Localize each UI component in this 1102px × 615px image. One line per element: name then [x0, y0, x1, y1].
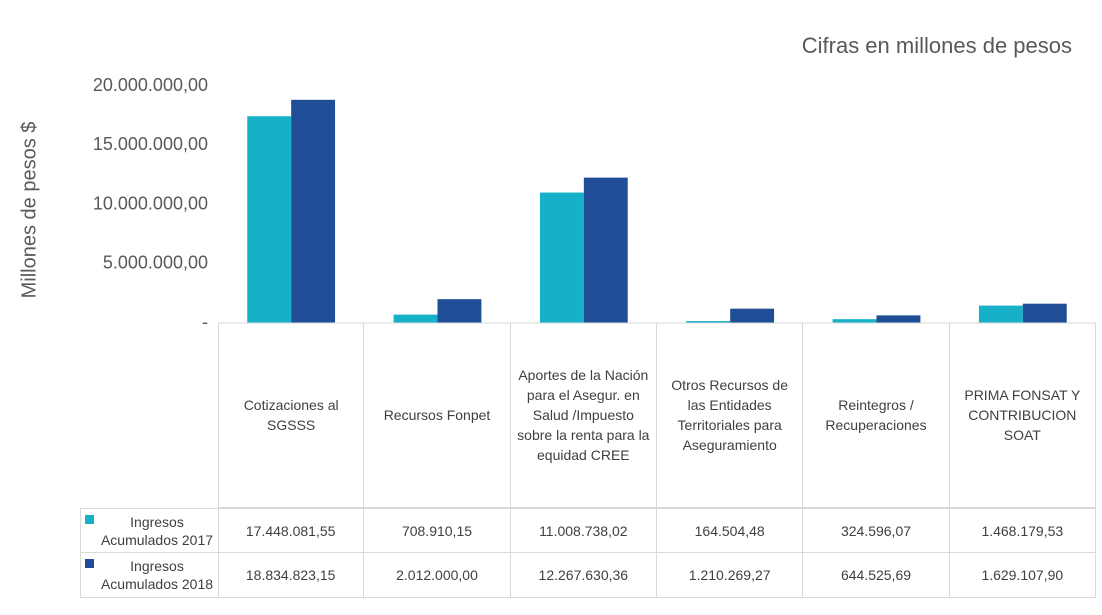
legend-cell: Ingresos Acumulados 2017	[80, 508, 219, 553]
y-tick-label: 20.000.000,00	[93, 75, 208, 95]
bar	[832, 319, 877, 323]
y-tick-label: -	[202, 312, 208, 332]
category-label: Reintegros / Recuperaciones	[803, 323, 950, 508]
value-label: 708.910,15	[364, 508, 511, 553]
value-label: 18.834.823,15	[218, 553, 365, 598]
value-label: 17.448.081,55	[218, 508, 365, 553]
value-label: 1.468.179,53	[949, 508, 1096, 553]
legend-swatch	[85, 559, 94, 568]
category-label: Recursos Fonpet	[364, 323, 511, 508]
bar	[730, 308, 775, 323]
y-tick-label: 5.000.000,00	[103, 253, 208, 273]
y-axis-label: Millones de pesos $	[18, 122, 40, 299]
bar	[686, 321, 731, 323]
bar	[583, 177, 628, 323]
category-label: PRIMA FONSAT Y CONTRIBUCION SOAT	[949, 323, 1096, 508]
value-label: 644.525,69	[803, 553, 950, 598]
legend-cell: Ingresos Acumulados 2018	[80, 553, 219, 598]
category-label: Aportes de la Nación para el Asegur. en …	[510, 323, 657, 508]
bar	[437, 299, 482, 323]
value-label: 1.629.107,90	[949, 553, 1096, 598]
value-label: 324.596,07	[803, 508, 950, 553]
annotation: Cifras en millones de pesos	[802, 33, 1072, 58]
value-label: 12.267.630,36	[510, 553, 657, 598]
bar	[291, 99, 336, 323]
legend-label: Ingresos Acumulados 2018	[100, 558, 214, 592]
y-tick-label: 15.000.000,00	[93, 134, 208, 154]
legend-label: Ingresos Acumulados 2017	[100, 513, 214, 548]
value-label: 11.008.738,02	[510, 508, 657, 553]
bar	[247, 116, 292, 323]
legend-swatch	[85, 515, 94, 524]
value-label: 164.504,48	[657, 508, 804, 553]
bar	[978, 305, 1023, 323]
value-label: 1.210.269,27	[657, 553, 804, 598]
bar	[876, 315, 921, 323]
value-label: 2.012.000,00	[364, 553, 511, 598]
category-label: Otros Recursos de las Entidades Territor…	[657, 323, 804, 508]
y-tick-label: 10.000.000,00	[93, 193, 208, 213]
bar	[539, 192, 584, 323]
bar	[393, 314, 438, 323]
bar	[1022, 303, 1067, 323]
category-label: Cotizaciones al SGSSS	[218, 323, 365, 508]
